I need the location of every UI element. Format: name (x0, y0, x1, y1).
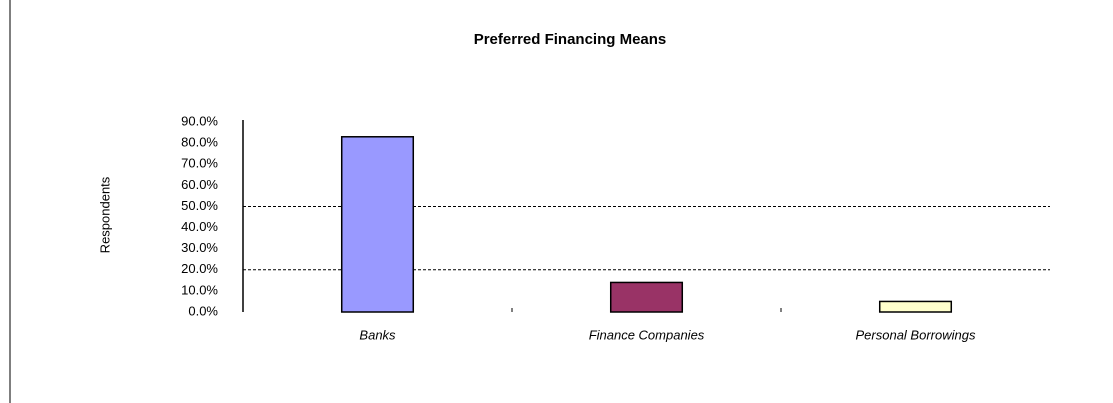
y-tick-label: 40.0% (181, 219, 218, 234)
x-tick-label: Finance Companies (589, 327, 705, 342)
y-tick-label: 70.0% (181, 156, 218, 171)
y-tick-label: 30.0% (181, 240, 218, 255)
x-tick-label: Banks (359, 327, 396, 342)
bar (878, 300, 953, 313)
chart-title: Preferred Financing Means (474, 31, 667, 48)
bar (609, 281, 684, 313)
y-tick-label: 60.0% (181, 177, 218, 192)
x-tick-label: Personal Borrowings (856, 327, 976, 342)
bar (340, 136, 415, 313)
y-tick-label: 20.0% (181, 261, 218, 276)
y-tick-label: 80.0% (181, 135, 218, 150)
y-tick-label: 50.0% (181, 198, 218, 213)
y-tick-label: 10.0% (181, 282, 218, 297)
y-axis-label: Respondents (97, 176, 112, 253)
y-tick-label: 0.0% (188, 303, 218, 318)
y-tick-label: 90.0% (181, 113, 218, 128)
